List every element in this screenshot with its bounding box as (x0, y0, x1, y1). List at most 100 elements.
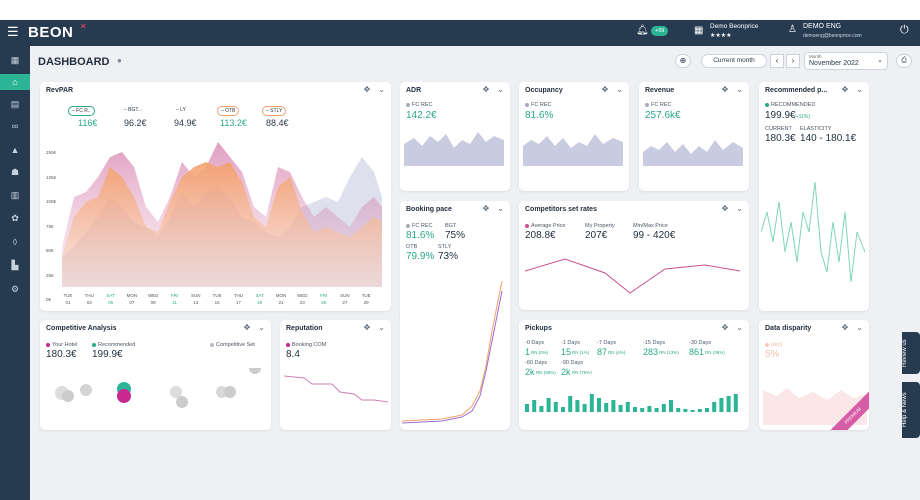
data-disparity-card: Data disparity ✥ ⌄ (rec) 5% PREMIUM (759, 320, 869, 430)
move-icon[interactable]: ✥ (601, 85, 609, 94)
settings-cog-icon[interactable]: ✿ (11, 213, 19, 223)
next-month-button[interactable]: › (786, 54, 800, 68)
power-icon[interactable]: ⏻ (900, 24, 909, 36)
hotel-icon[interactable]: ▦ (694, 25, 704, 36)
x-tick-date: 09 (150, 300, 156, 305)
pickup-bar (625, 402, 630, 412)
legend-otb-chip[interactable]: – OTB (217, 106, 240, 116)
user-icon[interactable]: ♙ (788, 24, 797, 35)
revpar-chart (62, 142, 382, 287)
alert-bell-icon[interactable]: ◊ (12, 237, 18, 247)
revpar-card: RevPAR ✥ ⌄ – FC R.. 116€ – BGT... 96.2€ –… (40, 82, 391, 311)
pickup-value: 15 (561, 347, 572, 357)
chevron-down-icon[interactable]: ⌄ (258, 323, 265, 332)
pickup-value: 283 (643, 347, 659, 357)
prev-month-button[interactable]: ‹ (770, 54, 784, 68)
legend-ly-chip[interactable]: – LY (176, 107, 186, 113)
adr-label: FC REC (406, 102, 432, 108)
x-tick-date: 13 (193, 300, 199, 305)
recommended-change: (+11%) (794, 114, 810, 120)
pickup-unit: RN (13%) (659, 350, 679, 355)
move-icon[interactable]: ✥ (363, 323, 371, 332)
logo[interactable]: BEON (28, 24, 74, 41)
chevron-down-icon[interactable]: ⌄ (616, 85, 623, 94)
chevron-down-icon[interactable]: ⌄ (856, 85, 863, 94)
x-tick-weekday: SUN (340, 293, 350, 298)
reputation-title: Reputation (286, 325, 323, 332)
pickup-bar (561, 407, 565, 412)
competitors-avg-line (525, 258, 741, 294)
grid-icon[interactable]: ▦ (10, 55, 20, 65)
bp-stly-label: STLY (438, 244, 452, 250)
month-select[interactable]: Month November 2022 ⌄ (804, 52, 888, 70)
move-icon[interactable]: ✥ (363, 85, 371, 94)
notification-badge[interactable]: +99 (651, 26, 669, 36)
review-us-tab[interactable]: Review us (902, 332, 920, 374)
competitors-chart (525, 258, 741, 294)
group-icon[interactable]: ☗ (10, 167, 20, 177)
recommended-value: 199.9€ (765, 110, 796, 121)
menu-icon[interactable]: ☰ (7, 24, 19, 39)
legend-stly-chip[interactable]: – STLY (262, 106, 287, 116)
chevron-down-icon[interactable]: ⌄ (736, 85, 743, 94)
reputation-card: Reputation ✥ ⌄ Booking COM 8.4 (280, 320, 391, 430)
x-tick-weekday: FRI (170, 293, 179, 298)
target-icon[interactable]: ⊕ (675, 54, 691, 68)
disparity-value: 5% (765, 349, 780, 360)
thumb-up-icon[interactable]: ▲ (10, 145, 20, 155)
move-icon[interactable]: ✥ (482, 204, 490, 213)
pickup-label: -60 Days (525, 360, 548, 366)
x-tick-weekday: WED (147, 293, 159, 298)
disparity-label: (rec) (765, 342, 782, 348)
pickup-unit: RN (76%) (572, 370, 592, 375)
pickup-bar (553, 402, 558, 412)
pickup-bar (597, 398, 601, 412)
bubble (170, 386, 182, 398)
booking-pace-chart (402, 280, 503, 424)
x-tick-date: 17 (235, 300, 241, 305)
analytics-icon[interactable]: ▙ (11, 260, 19, 270)
current-label: CURRENT (765, 126, 792, 132)
chevron-down-icon[interactable]: ⌄ (497, 85, 504, 94)
bell-icon[interactable]: 🔔︎ (636, 25, 649, 36)
print-icon[interactable]: ⎙ (896, 54, 912, 68)
binoculars-icon[interactable]: ∞ (11, 121, 19, 131)
calendar-icon[interactable]: ▤ (10, 99, 20, 109)
pickup-bar (719, 398, 724, 412)
move-icon[interactable]: ✥ (721, 204, 729, 213)
help-news-tab[interactable]: Help & News (902, 382, 920, 438)
move-icon[interactable]: ✥ (243, 323, 251, 332)
current-month-button[interactable]: Current month (701, 54, 767, 68)
revenue-spark-area (643, 140, 743, 166)
report-icon[interactable]: ▥ (10, 190, 20, 200)
pickup-label: -15 Days (643, 340, 666, 346)
bp-bgt-label: BGT (445, 223, 457, 229)
home-icon[interactable]: ⌂ (0, 74, 30, 90)
bp-otb-label: OTB (406, 244, 418, 250)
pickups-bar-chart (525, 394, 738, 412)
chevron-down-icon[interactable]: ⌄ (497, 204, 504, 213)
gear-icon[interactable]: ⚙ (10, 284, 20, 294)
chevron-down-icon[interactable]: ⌄ (736, 204, 743, 213)
pickup-bar (705, 408, 709, 412)
pickup-unit: RN (1%) (572, 350, 590, 355)
chevron-down-icon[interactable]: ⌄ (378, 323, 385, 332)
y-tick-label: 100€ (46, 199, 57, 204)
chevron-down-icon[interactable]: ⌄ (736, 323, 743, 332)
move-icon[interactable]: ✥ (841, 323, 849, 332)
legend-fc-chip[interactable]: – FC R.. (68, 106, 95, 116)
legend-bgt-chip[interactable]: – BGT... (124, 107, 143, 113)
move-icon[interactable]: ✥ (482, 85, 490, 94)
move-icon[interactable]: ✥ (721, 85, 729, 94)
occupancy-card: Occupancy ✥ ⌄ FC REC 81.6% (519, 82, 629, 191)
user-name[interactable]: DEMO ENG (803, 23, 842, 30)
info-icon[interactable]: ● (117, 56, 122, 65)
chevron-down-icon[interactable]: ⌄ (378, 85, 385, 94)
bp-fc-value: 81.6% (406, 230, 435, 241)
move-icon[interactable]: ✥ (841, 85, 849, 94)
chevron-down-icon[interactable]: ⌄ (856, 323, 863, 332)
hotel-name[interactable]: Demo Beonprice (710, 23, 759, 30)
hotel-stars: ★★★★ (710, 33, 732, 39)
move-icon[interactable]: ✥ (721, 323, 729, 332)
reputation-label-text: Booking COM (292, 342, 327, 348)
